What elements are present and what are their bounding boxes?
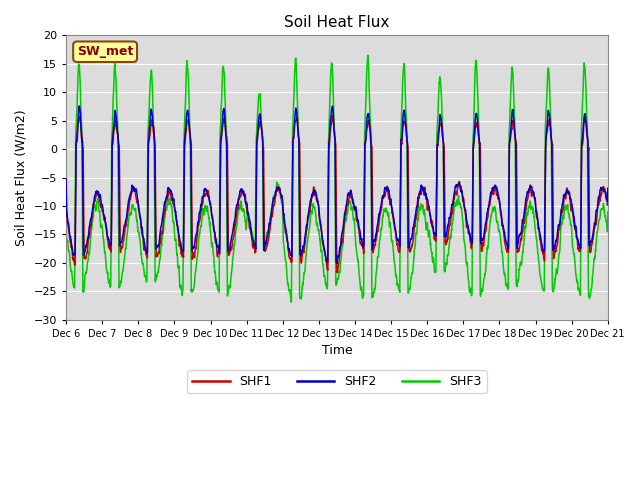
Legend: SHF1, SHF2, SHF3: SHF1, SHF2, SHF3 — [187, 370, 487, 393]
SHF1 — [328, 113, 336, 119]
SHF3 — [364, 52, 372, 58]
SHF2 — [76, 103, 83, 109]
SHF1 — [353, 218, 361, 224]
SHF3 — [365, 67, 372, 72]
SHF3 — [495, 228, 502, 233]
SHF2 — [333, 261, 341, 266]
SHF1 — [495, 195, 502, 201]
SHF3 — [604, 209, 612, 215]
SHF1 — [365, 119, 372, 124]
SHF1 — [213, 252, 221, 258]
SHF3 — [557, 237, 564, 243]
SHF1 — [333, 270, 341, 276]
SHF3 — [62, 186, 70, 192]
SHF3 — [572, 265, 579, 271]
SHF1 — [572, 226, 579, 232]
Line: SHF3: SHF3 — [66, 55, 608, 302]
SHF1 — [604, 189, 612, 194]
SHF2 — [214, 243, 221, 249]
Title: Soil Heat Flux: Soil Heat Flux — [284, 15, 390, 30]
SHF3 — [287, 299, 295, 305]
SHF1 — [62, 176, 70, 182]
SHF3 — [213, 282, 221, 288]
SHF2 — [495, 193, 502, 199]
SHF2 — [572, 224, 579, 229]
SHF2 — [604, 185, 612, 191]
X-axis label: Time: Time — [321, 344, 352, 357]
SHF1 — [557, 218, 564, 224]
Text: SW_met: SW_met — [77, 45, 133, 58]
SHF2 — [62, 176, 70, 182]
SHF2 — [557, 217, 564, 223]
SHF2 — [365, 111, 372, 117]
Line: SHF2: SHF2 — [66, 106, 608, 264]
Line: SHF1: SHF1 — [66, 116, 608, 273]
Y-axis label: Soil Heat Flux (W/m2): Soil Heat Flux (W/m2) — [15, 109, 28, 246]
SHF3 — [353, 250, 360, 255]
SHF2 — [353, 213, 361, 219]
